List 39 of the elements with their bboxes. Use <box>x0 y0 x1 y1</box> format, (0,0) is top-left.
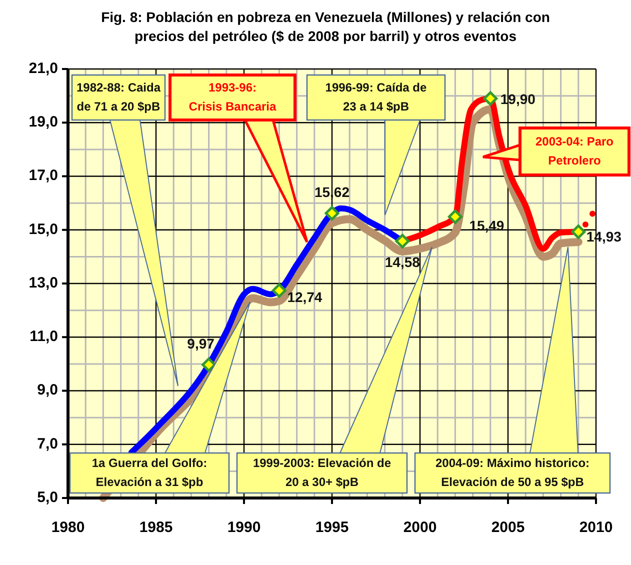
x-tick-label: 1995 <box>315 518 349 536</box>
callout-box: 1982-88: Caida de 71 a 20 $pB <box>71 74 178 386</box>
y-tick-label: 17,0 <box>28 167 58 184</box>
x-tick-label: 2005 <box>491 518 525 536</box>
point <box>324 206 340 220</box>
x-tick-label: 2010 <box>579 518 613 536</box>
data-label: 15,49 <box>469 217 504 234</box>
y-tick-label: 21,0 <box>28 60 58 77</box>
y-tick-label: 7,0 <box>37 435 58 452</box>
x-tick-label: 1990 <box>227 518 261 536</box>
y-tick-label: 5,0 <box>37 488 58 506</box>
data-label: 9,97 <box>187 335 215 352</box>
data-label: 14,58 <box>384 254 420 270</box>
x-tick-label: 1985 <box>139 518 173 536</box>
x-tick-label: 2000 <box>403 518 437 536</box>
y-tick-label: 9,0 <box>37 382 58 399</box>
annotation: 1999-2003: Elevación de 20 a 30+ $pB <box>252 456 392 490</box>
point <box>483 91 498 106</box>
point <box>448 209 462 224</box>
data-label: 12,74 <box>287 289 322 306</box>
x-tick-label: 1980 <box>51 518 85 536</box>
y-tick-label: 15,0 <box>28 220 58 238</box>
annotation: 1982-88: Caida de 71 a 20 $pB <box>76 80 161 114</box>
callout-box: 1993-96: Crisis Bancaria <box>168 74 308 244</box>
point <box>589 210 596 217</box>
point <box>582 222 588 228</box>
point <box>272 283 286 298</box>
annotation: 2003-04: Paro Petrolero <box>535 134 614 168</box>
annotation: 1993-96: Crisis Bancaria <box>188 80 277 114</box>
y-tick-label: 11,0 <box>30 328 58 346</box>
annotation: 2004-09: Máximo historico: Elevación de 50 a 95 $pB <box>435 456 590 490</box>
y-tick-label: 13,0 <box>28 274 58 292</box>
y-tick-label: 19,0 <box>28 114 58 131</box>
point <box>571 224 586 239</box>
annotation: 1996-99: Caída de 23 a 14 $pB <box>325 80 428 114</box>
point <box>202 357 216 372</box>
point <box>395 234 410 248</box>
chart-title: Fig. 8: Población en pobreza en Venezuela (Millones) y relación con precios del petróleo ($ de 2008 por barril) y otros eventos <box>101 9 550 44</box>
annotation: 1a Guerra del Golfo: Elevación a 31 $pb <box>92 456 208 490</box>
